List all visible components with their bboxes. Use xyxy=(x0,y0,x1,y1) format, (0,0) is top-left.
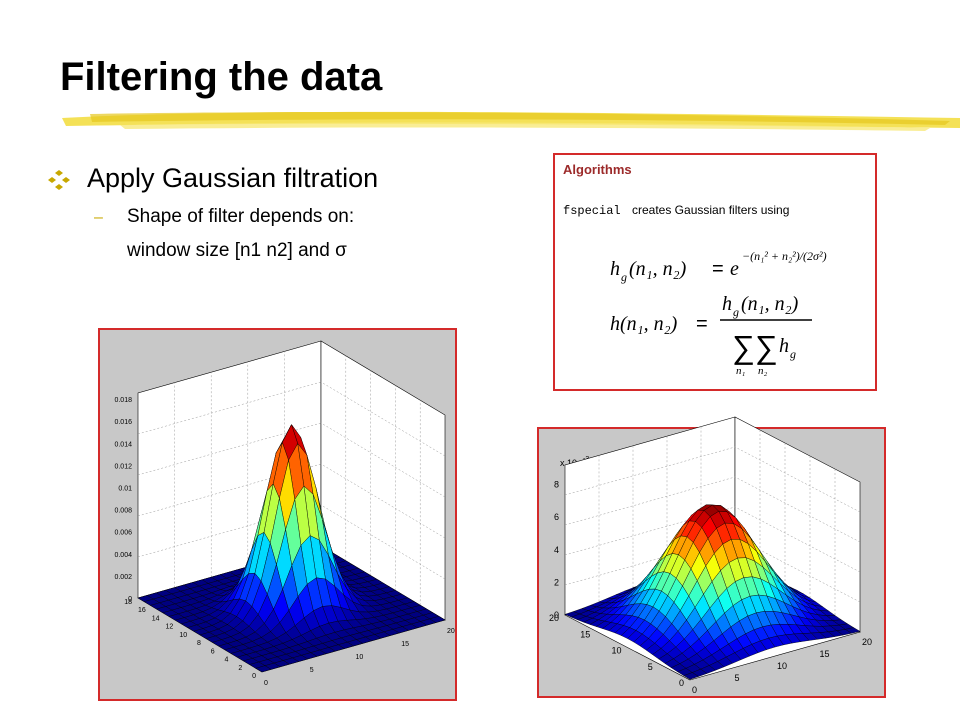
z-tick-label: 0.012 xyxy=(114,463,132,470)
z-tick-label: 0 xyxy=(554,610,559,620)
x-tick-label: 20 xyxy=(862,637,872,647)
grid-line xyxy=(564,536,736,586)
z-tick-label: 0.016 xyxy=(114,419,132,426)
formula: g xyxy=(621,270,627,284)
x-tick-label: 5 xyxy=(735,673,740,683)
sub-bullet-dash: – xyxy=(94,209,103,226)
z-tick-label: 2 xyxy=(554,577,559,587)
formula: −(n₁² + n₂²)/(2σ²) xyxy=(742,249,827,263)
formula: n₂ xyxy=(758,365,768,377)
x-tick-label: 5 xyxy=(310,667,314,674)
algorithm-box: Algorithms fspecial creates Gaussian fil… xyxy=(553,153,877,391)
z-tick-label: 0.008 xyxy=(114,508,132,515)
y-tick-label: 12 xyxy=(166,624,174,631)
formula: h xyxy=(722,293,732,315)
z-tick-label: 6 xyxy=(554,512,559,522)
bullet-icon xyxy=(48,170,70,190)
scale-label: x 10 xyxy=(560,458,577,468)
bullet-text: Apply Gaussian filtration xyxy=(87,163,378,193)
formula: g xyxy=(790,347,796,361)
y-tick-label: 14 xyxy=(152,615,160,622)
formula: h(n₁, n₂) xyxy=(610,313,678,335)
grid-line xyxy=(320,422,446,498)
z-tick-label: 0.018 xyxy=(114,397,132,404)
formula: h xyxy=(779,335,789,357)
z-tick-label: 0.01 xyxy=(118,486,132,493)
z-tick-label: 8 xyxy=(554,480,559,490)
y-tick-label: 6 xyxy=(211,648,215,655)
formula: ∑∑ xyxy=(732,329,778,365)
box-text: creates Gaussian filters using xyxy=(632,203,789,217)
grid-line xyxy=(734,446,861,513)
surface-patch xyxy=(255,665,272,673)
y-tick-label: 4 xyxy=(225,657,229,664)
x-tick-label: 10 xyxy=(777,661,787,671)
grid-line xyxy=(320,381,446,457)
formula: h xyxy=(610,258,620,280)
x-tick-label: 15 xyxy=(820,649,830,659)
x-tick-label: 20 xyxy=(447,628,455,635)
grid-line xyxy=(320,463,446,539)
sub-bullet-line: Shape of filter depends on: xyxy=(127,206,354,227)
sub-bullet-line: window size [n1 n2] and σ xyxy=(126,240,347,261)
z-tick-label: 0.006 xyxy=(114,530,132,537)
x-tick-label: 10 xyxy=(356,654,364,661)
y-tick-label: 20 xyxy=(549,613,559,623)
x-tick-label: 0 xyxy=(264,680,268,687)
y-tick-label: 8 xyxy=(197,640,201,647)
y-tick-label: 0 xyxy=(252,673,256,680)
z-tick-label: 0.002 xyxy=(114,574,132,581)
y-tick-label: 2 xyxy=(238,665,242,672)
grid-line xyxy=(734,506,861,573)
code-word: fspecial xyxy=(563,204,621,218)
formula: = xyxy=(712,258,724,280)
x-tick-label: 15 xyxy=(401,641,409,648)
y-tick-label: 0 xyxy=(679,678,684,688)
z-tick-label: 0.014 xyxy=(114,441,132,448)
y-tick-label: 16 xyxy=(138,607,146,614)
grid-line xyxy=(564,446,736,496)
box-heading: Algorithms xyxy=(563,162,632,177)
formula: g xyxy=(733,305,739,319)
y-tick-label: 5 xyxy=(648,662,653,672)
z-tick-label: 0 xyxy=(128,596,132,603)
formula: (n₁, n₂) xyxy=(629,258,687,280)
left-surface-plot: 0 0.002 0.004 0.006 0.008 0.01 0.012 0.014 0.016… xyxy=(98,328,457,701)
z-tick-label: 0.004 xyxy=(114,552,132,559)
y-tick-label: 10 xyxy=(179,632,187,639)
title-brush xyxy=(62,111,960,131)
grid-line xyxy=(564,506,736,556)
surface-patch xyxy=(683,672,699,680)
grid-line xyxy=(734,476,861,543)
y-tick-label: 10 xyxy=(611,646,621,656)
formula: e xyxy=(730,258,739,280)
formula: n₁ xyxy=(736,365,746,377)
grid-line xyxy=(564,476,736,526)
grid-line xyxy=(320,504,446,580)
y-tick-label: 15 xyxy=(580,629,590,639)
title: Filtering the data xyxy=(60,55,383,99)
x-tick-label: 0 xyxy=(692,685,697,695)
formula: (n₁, n₂) xyxy=(741,293,799,315)
z-tick-label: 4 xyxy=(554,545,559,555)
y-tick-label: 18 xyxy=(124,599,132,606)
formula: = xyxy=(696,313,708,335)
